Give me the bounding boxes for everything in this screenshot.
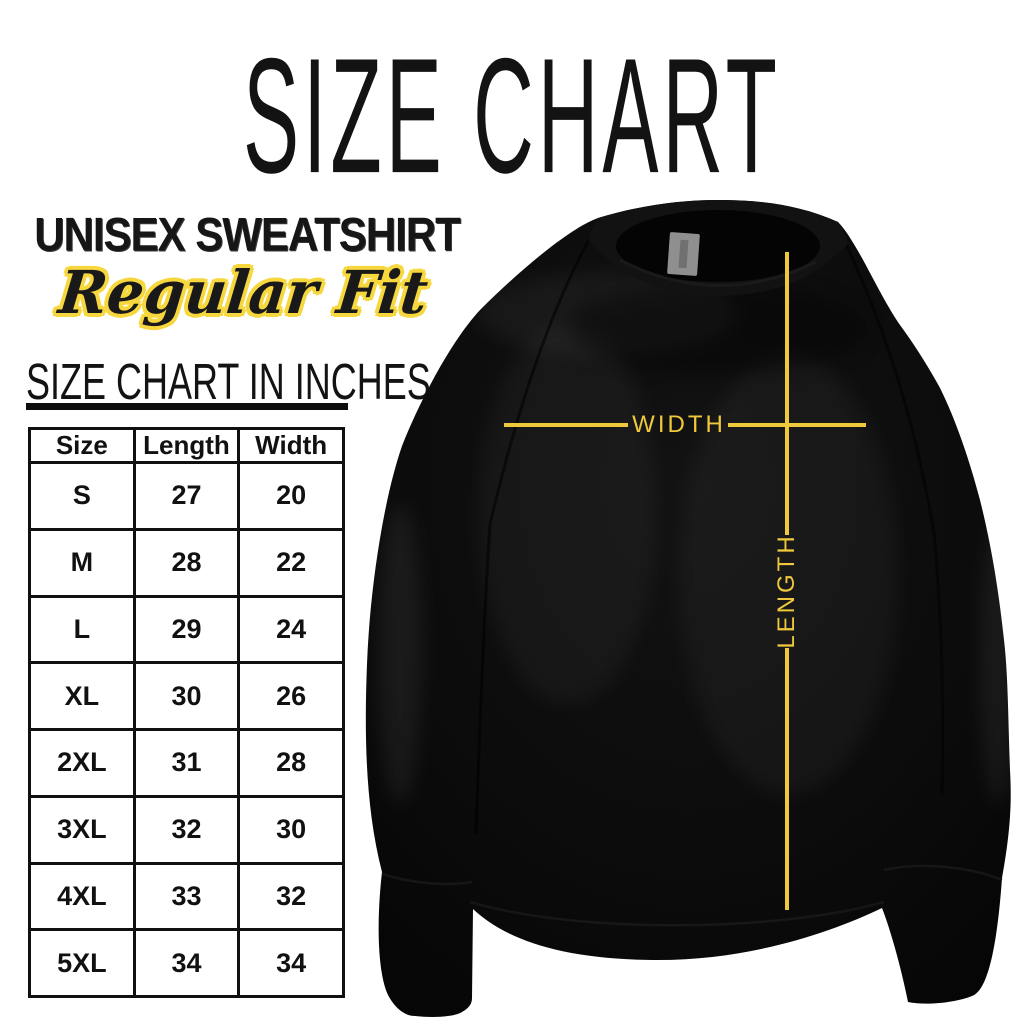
length-label: LENGTH [773, 533, 800, 649]
size-table-body: S 27 20 M 28 22 L 29 24 XL 30 26 2XL 31 28 3XL 32 30 4XL 33… [28, 461, 345, 998]
size-cell: 3XL [28, 794, 136, 865]
width-cell: 20 [237, 461, 345, 531]
table-row: XL 30 26 [28, 661, 345, 731]
body-sheen [478, 324, 658, 704]
neck-opening [616, 210, 820, 282]
length-cell: 27 [132, 461, 241, 531]
right-cuff-seam [883, 864, 1003, 882]
table-row: 2XL 31 28 [28, 728, 345, 798]
right-sleeve-sheen [980, 524, 1016, 804]
sweatshirt-photo [365, 200, 1016, 1017]
size-cell: 4XL [28, 861, 136, 932]
width-line-left [504, 423, 628, 427]
width-cell: 22 [237, 527, 345, 598]
size-cell: 5XL [28, 928, 136, 998]
column-header-length: Length [132, 427, 241, 464]
table-row: 5XL 34 34 [28, 928, 345, 998]
length-cell: 32 [132, 794, 241, 865]
table-header-row: Size Length Width [28, 427, 345, 464]
width-cell: 34 [237, 928, 345, 998]
width-cell: 28 [237, 728, 345, 798]
length-cell: 34 [132, 928, 241, 998]
left-sleeve-seam [474, 237, 592, 835]
table-row: L 29 24 [28, 594, 345, 665]
length-cell: 31 [132, 728, 241, 798]
table-row: 4XL 33 32 [28, 861, 345, 932]
left-sleeve-sheen [378, 504, 422, 804]
collar-tag [667, 232, 700, 276]
page-title: SIZE CHART [243, 23, 781, 208]
column-header-size: Size [28, 427, 136, 464]
length-line-top [785, 252, 789, 535]
width-cell: 32 [237, 861, 345, 932]
table-row: 3XL 32 30 [28, 794, 345, 865]
size-cell: L [28, 594, 136, 665]
width-cell: 24 [237, 594, 345, 665]
collar-shadow [568, 284, 868, 374]
sweatshirt-body [365, 200, 1011, 1017]
left-cuff-seam [381, 872, 473, 886]
width-cell: 26 [237, 661, 345, 731]
table-row: M 28 22 [28, 527, 345, 598]
size-cell: M [28, 527, 136, 598]
width-cell: 30 [237, 794, 345, 865]
length-cell: 28 [132, 527, 241, 598]
length-line-bottom [785, 648, 789, 910]
collar-rib-edge [619, 258, 817, 287]
size-cell: XL [28, 661, 136, 731]
table-row: S 27 20 [28, 461, 345, 531]
width-label: WIDTH [632, 411, 726, 438]
right-sleeve-seam [844, 243, 945, 795]
size-cell: S [28, 461, 136, 531]
waistband-seam [469, 900, 885, 927]
product-name: UNISEX SWEATSHIRT [34, 208, 461, 261]
size-cell: 2XL [28, 728, 136, 798]
length-cell: 30 [132, 661, 241, 731]
length-cell: 33 [132, 861, 241, 932]
size-table: Size Length Width S 27 20 M 28 22 L 29 24 XL 30 26 2… [28, 427, 345, 998]
heading-underline [26, 403, 348, 410]
size-table-header: Size Length Width [28, 427, 345, 464]
length-cell: 29 [132, 594, 241, 665]
width-line-right [728, 423, 866, 427]
column-header-width: Width [237, 427, 345, 464]
